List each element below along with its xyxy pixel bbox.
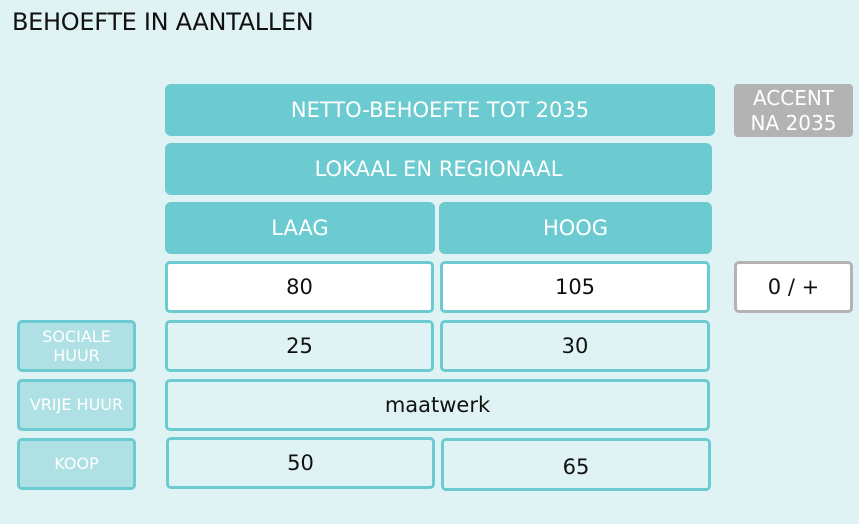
accent-line-2: NA 2035: [750, 110, 837, 135]
koop-high-cell: 65: [441, 438, 711, 491]
total-low-cell: 80: [165, 261, 434, 313]
header-lokaal-regionaal: LOKAAL EN REGIONAAL: [165, 143, 712, 195]
header-hoog: HOOG: [439, 202, 712, 254]
koop-low-cell: 50: [166, 437, 435, 489]
row-label-koop: KOOP: [17, 438, 136, 490]
header-netto-behoefte: NETTO-BEHOEFTE TOT 2035: [165, 84, 715, 136]
accent-value-cell: 0 / +: [734, 261, 853, 313]
total-high-cell: 105: [440, 261, 710, 313]
accent-line-1: ACCENT: [752, 85, 835, 110]
sociale-huur-high-cell: 30: [440, 320, 710, 372]
row-label-line-1: SOCIALE: [42, 326, 111, 346]
sociale-huur-low-cell: 25: [165, 320, 434, 372]
row-label-vrije-huur: VRIJE HUUR: [17, 379, 136, 431]
vrije-huur-value-cell: maatwerk: [165, 379, 710, 431]
row-label-sociale-huur: SOCIALE HUUR: [17, 320, 136, 372]
row-label-line-2: HUUR: [53, 346, 100, 365]
header-laag: LAAG: [165, 202, 435, 254]
accent-header: ACCENT NA 2035: [734, 84, 853, 137]
page-title: BEHOEFTE IN AANTALLEN: [12, 8, 314, 36]
